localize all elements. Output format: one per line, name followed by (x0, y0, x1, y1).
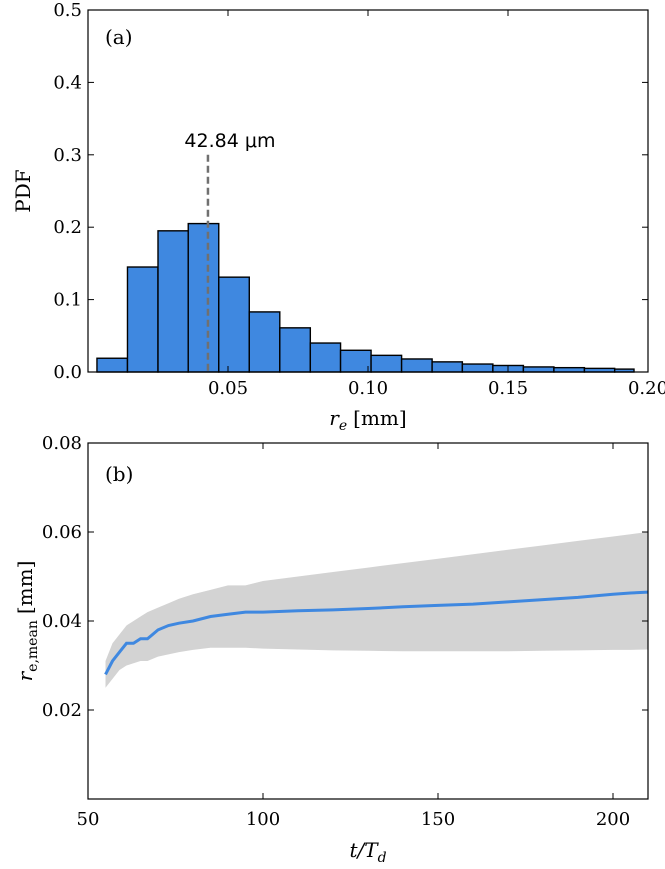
panel-label-b: (b) (105, 462, 133, 486)
x-tick-label-b: 150 (421, 809, 455, 830)
x-tick-label-a: 0.05 (208, 378, 248, 399)
y-tick-label-b: 0.06 (42, 522, 82, 543)
histogram-bar (96, 357, 129, 373)
y-axis-label-b-sub: e,mean (25, 620, 41, 672)
y-tick-label-b: 0.04 (42, 611, 82, 632)
y-tick-label-a: 0.2 (53, 217, 82, 238)
histogram-bar (400, 358, 433, 373)
y-ticks-a: 0.0 0.1 0.2 0.3 0.4 0.5 (53, 0, 648, 383)
x-tick-label-b: 100 (246, 809, 280, 830)
x-tick-label-a: 0.20 (628, 378, 665, 399)
x-axis-label-b-main: t/T (349, 838, 379, 862)
histogram-bar (218, 276, 250, 373)
x-axis-label-a-main: r (329, 406, 340, 430)
panel-a-histogram: 42.84 μm 0.05 0.10 0.15 0.20 0.00.10.20.30.… (11, 0, 665, 434)
y-axis-label-b-unit: [mm] (13, 561, 37, 615)
x-axis-label-a: re [mm] (329, 406, 406, 434)
histogram-bar (248, 311, 281, 373)
x-axis-label-a-sub: e (339, 418, 347, 434)
x-axis-label-a-unit: [mm] (353, 406, 407, 430)
x-axis-label-b: t/Td (349, 838, 386, 866)
y-tick-label-b: 0.02 (42, 700, 82, 721)
histogram-bar (279, 327, 312, 373)
histogram-bar (126, 266, 159, 373)
y-tick-label-a: 0.0 (53, 362, 82, 383)
panel-b-timeseries: 50 100 150 200 0.02 0.04 0.06 0.08 (b) re,mean… (13, 433, 649, 866)
histogram-bar (339, 349, 372, 373)
y-tick-label-a: 0.1 (53, 290, 82, 311)
histogram-bar (461, 363, 494, 373)
histogram-bar (431, 361, 464, 373)
y-axis-label-a: PDF (11, 169, 35, 212)
histogram-bar (157, 230, 189, 373)
y-axis-label-b-main: r (13, 670, 37, 681)
histogram-bar (187, 222, 220, 373)
mean-line (104, 590, 649, 676)
median-annotation: 42.84 μm (184, 130, 275, 152)
x-ticks-b: 50 100 150 200 (77, 443, 630, 830)
histogram-bar (370, 354, 403, 373)
histogram-bar (522, 366, 555, 373)
x-tick-label-b: 50 (77, 809, 100, 830)
x-tick-label-b: 200 (596, 809, 630, 830)
x-tick-label-a: 0.15 (488, 378, 528, 399)
x-axis-label-b-sub: d (378, 850, 387, 866)
panel-label-a: (a) (105, 25, 133, 49)
x-ticks-a: 0.05 0.10 0.15 0.20 (208, 10, 665, 399)
histogram-bar (309, 342, 342, 373)
histogram-bars (96, 222, 635, 373)
y-axis-label-b: re,mean [mm] (13, 561, 41, 682)
y-tick-label-b: 0.08 (42, 433, 82, 454)
y-tick-label-a: 0.4 (53, 72, 82, 93)
std-band (105, 532, 648, 688)
y-tick-label-a: 0.3 (53, 145, 82, 166)
histogram-bar (553, 366, 586, 373)
y-tick-label-a: 0.5 (53, 0, 82, 21)
y-ticks-b: 0.02 0.04 0.06 0.08 (42, 433, 648, 721)
x-tick-label-a: 0.10 (348, 378, 388, 399)
